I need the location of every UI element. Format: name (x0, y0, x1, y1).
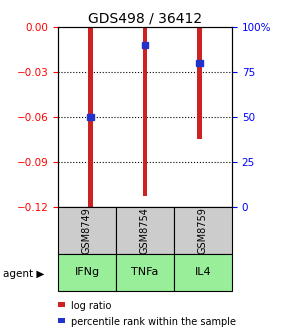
Bar (143, 27, 147, 196)
Bar (196, 60, 203, 66)
Bar (58, 207, 116, 254)
Text: log ratio: log ratio (71, 301, 111, 311)
Bar (87, 114, 94, 120)
Text: TNFa: TNFa (131, 267, 159, 277)
Text: IL4: IL4 (195, 267, 211, 277)
Text: agent ▶: agent ▶ (3, 269, 44, 279)
Bar (88, 27, 93, 207)
Bar (116, 207, 174, 254)
Bar (142, 42, 148, 48)
Text: GSM8759: GSM8759 (198, 207, 208, 254)
Bar (116, 254, 174, 291)
Bar (174, 207, 232, 254)
Text: GSM8749: GSM8749 (82, 207, 92, 254)
Title: GDS498 / 36412: GDS498 / 36412 (88, 12, 202, 26)
Bar (58, 254, 116, 291)
Text: GSM8754: GSM8754 (140, 207, 150, 254)
Bar (197, 27, 202, 139)
Text: IFNg: IFNg (75, 267, 99, 277)
Text: percentile rank within the sample: percentile rank within the sample (71, 317, 236, 327)
Bar (174, 254, 232, 291)
